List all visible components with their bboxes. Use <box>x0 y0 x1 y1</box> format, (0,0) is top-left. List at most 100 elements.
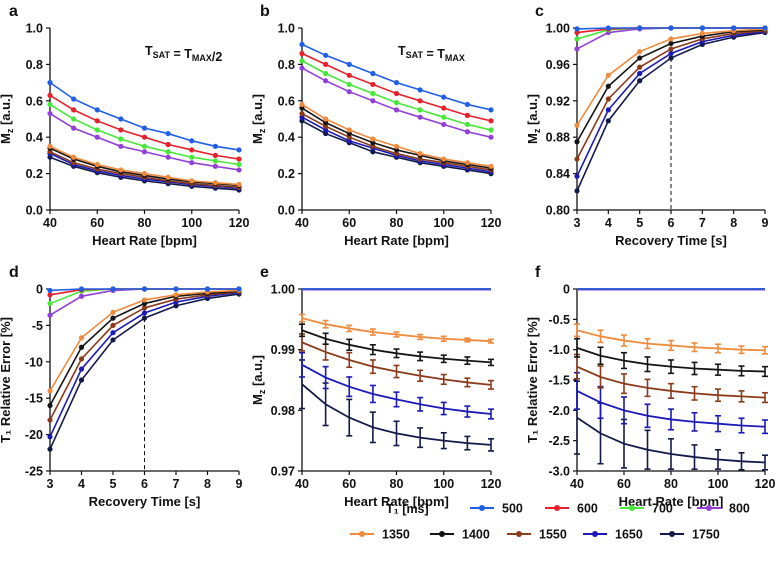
legend-label: 1750 <box>692 528 720 542</box>
series-700 <box>299 58 494 133</box>
data-point <box>141 125 148 131</box>
data-point <box>78 344 85 350</box>
data-point <box>141 149 148 155</box>
data-point <box>212 143 218 149</box>
data-point <box>464 121 470 128</box>
data-point <box>189 147 195 153</box>
y-tick-label: 0.8 <box>26 58 43 72</box>
data-point <box>574 122 580 128</box>
data-point <box>637 78 643 84</box>
data-point <box>637 49 643 55</box>
x-tick-label: 9 <box>762 216 769 230</box>
data-point <box>118 127 124 133</box>
data-point <box>47 287 53 294</box>
data-point <box>346 130 352 137</box>
legend-swatch-marker <box>439 531 445 537</box>
series-line <box>301 383 492 446</box>
series-500 <box>299 41 494 113</box>
data-point <box>141 305 148 311</box>
series-500 <box>47 286 242 294</box>
data-point <box>189 154 195 160</box>
series-line <box>301 329 492 364</box>
data-point <box>637 55 643 61</box>
data-point <box>299 118 305 124</box>
y-tick-label: 0.6 <box>26 94 43 108</box>
data-point <box>47 446 53 452</box>
legend-swatch-marker <box>669 531 675 537</box>
y-tick-label: 0.80 <box>546 204 570 218</box>
x-tick-label: 100 <box>181 216 202 230</box>
data-point <box>189 160 195 166</box>
series-1550 <box>574 353 768 404</box>
y-tick-label: -5 <box>32 319 43 333</box>
data-point <box>370 98 376 104</box>
series-1750 <box>574 380 768 471</box>
data-point <box>346 89 352 95</box>
series-1650 <box>299 351 494 420</box>
data-point <box>323 61 329 67</box>
series-1350 <box>299 101 494 169</box>
panel-c: c 3 4 5 6 7 8 9 0.80 0.84 0.88 0.92 0.96 1.00 Recovery… <box>525 3 769 248</box>
data-point <box>393 147 400 153</box>
y-tick-label: -25 <box>25 465 43 479</box>
legend-label: 800 <box>729 502 750 516</box>
x-tick-label: 120 <box>229 216 250 230</box>
data-point <box>637 25 643 31</box>
x-axis-label: Heart Rate [bpm] <box>344 233 449 248</box>
data-point <box>110 330 116 336</box>
y-tick-label: 1.0 <box>26 22 43 36</box>
panel-d: d 3 4 5 6 7 8 9 -25 -20 -15 -10 -5 0 Recovery Time [s]… <box>0 264 243 509</box>
data-point <box>417 156 423 162</box>
data-point <box>141 134 148 140</box>
data-point <box>731 25 737 31</box>
legend-label: 1650 <box>615 528 643 542</box>
data-point <box>323 120 329 126</box>
x-tick-label: 3 <box>574 216 581 230</box>
data-point <box>464 112 470 118</box>
data-point <box>47 92 53 98</box>
data-point <box>47 292 53 298</box>
data-point <box>71 107 77 113</box>
data-point <box>173 303 179 309</box>
data-point <box>299 105 305 111</box>
series-1350 <box>299 313 494 344</box>
legend-item-600: 600 <box>545 502 598 516</box>
panel-annotation: TSAT = TMAX/2 <box>145 44 222 64</box>
data-point <box>299 41 305 47</box>
data-point <box>370 81 376 88</box>
data-point <box>323 70 329 77</box>
data-point <box>417 87 423 93</box>
y-tick-label: 0 <box>36 283 43 297</box>
data-point <box>212 152 218 158</box>
legend-swatch-marker <box>706 505 712 511</box>
data-point <box>488 163 494 169</box>
legend-item-800: 800 <box>697 502 750 516</box>
data-point <box>212 180 218 186</box>
y-tick-label: -0.5 <box>548 313 570 327</box>
data-point <box>488 127 494 133</box>
data-point <box>605 118 611 124</box>
data-point <box>189 178 195 184</box>
y-tick-label: 0.6 <box>278 94 295 108</box>
legend: T₁ [ms] 500 600 700 800 1350 1400 1550 1650 1750 <box>350 502 750 542</box>
data-point <box>141 300 148 307</box>
data-point <box>110 337 116 343</box>
y-tick-label: 0.8 <box>278 58 295 72</box>
data-point <box>299 114 305 120</box>
x-tick-label: 80 <box>390 216 404 230</box>
x-tick-label: 9 <box>236 477 243 491</box>
data-point <box>393 80 400 86</box>
data-point <box>441 105 447 111</box>
series-700 <box>47 101 242 168</box>
y-tick-label: 0.99 <box>271 343 295 357</box>
panel-annotation: TSAT = TMAX <box>398 44 465 63</box>
data-point <box>574 29 580 36</box>
legend-label: 700 <box>652 502 673 516</box>
x-axis-label: Heart Rate [bpm] <box>619 494 724 509</box>
data-point <box>94 161 100 168</box>
data-point <box>165 141 171 148</box>
x-tick-label: 8 <box>730 216 737 230</box>
y-tick-label: 1.00 <box>546 22 570 36</box>
x-axis-label: Recovery Time [s] <box>89 494 201 509</box>
